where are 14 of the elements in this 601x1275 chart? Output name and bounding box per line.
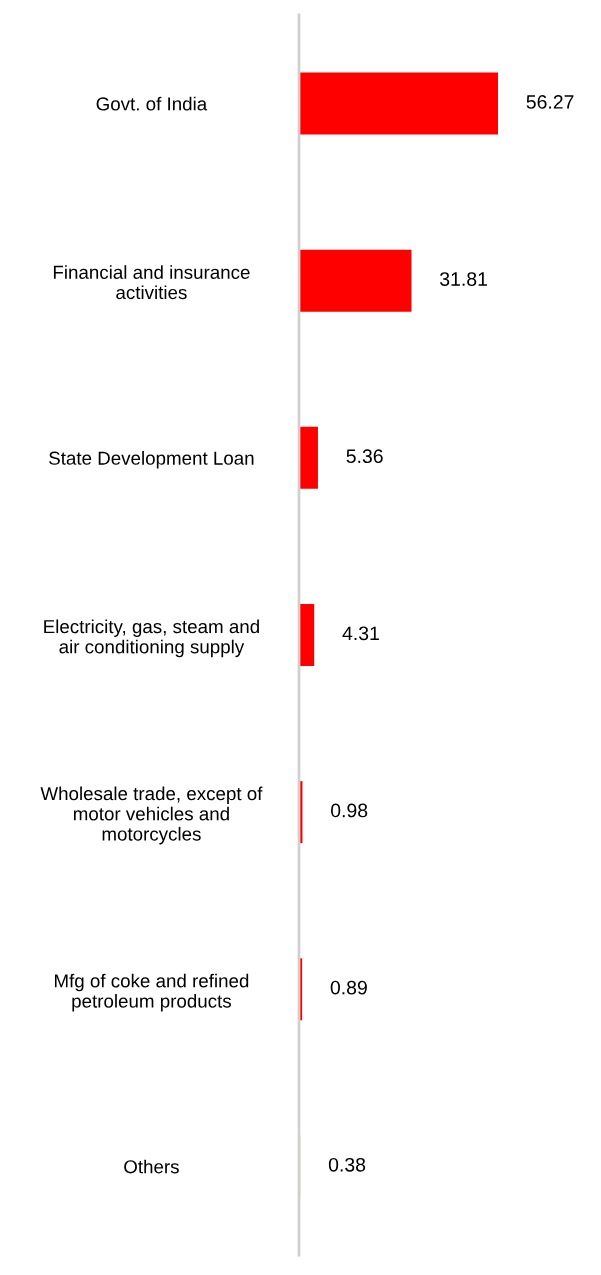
y-tick-label: Financial and insurance activities bbox=[53, 265, 250, 300]
data-label: 5.36 bbox=[346, 449, 383, 464]
y-tick-label: Electricity, gas, steam and air conditioning supply bbox=[44, 619, 259, 658]
y-tick-label: Govt. of India bbox=[96, 96, 208, 111]
data-label: 31.81 bbox=[440, 272, 487, 286]
data-label: 0.38 bbox=[328, 1157, 366, 1172]
y-tick-label: Wholesale trade, except of motor vehicles and motorcycles bbox=[40, 786, 263, 845]
data-label: 4.31 bbox=[342, 626, 379, 641]
data-label: 0.98 bbox=[331, 803, 368, 818]
y-tick-label: State Development Loan bbox=[49, 451, 254, 469]
data-label: 0.89 bbox=[330, 980, 367, 995]
y-tick-label: Mfg of coke and refined petroleum products bbox=[54, 973, 249, 1012]
data-label: 56.27 bbox=[526, 95, 574, 109]
y-tick-label: Others bbox=[124, 1159, 179, 1174]
